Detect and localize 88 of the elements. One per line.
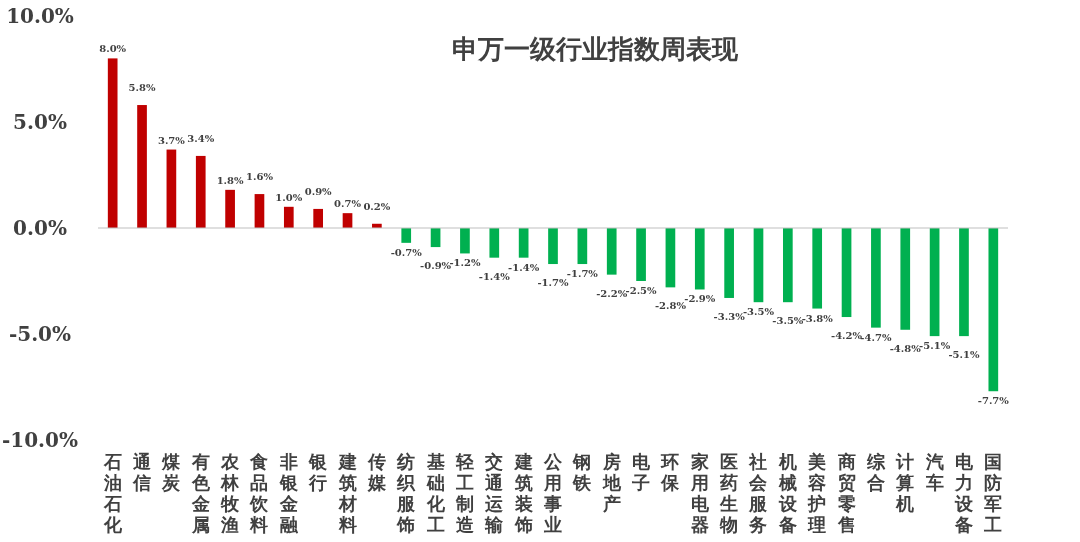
bar xyxy=(489,228,500,258)
bar xyxy=(401,228,412,243)
text: 申万一级行业指数周表现 xyxy=(452,34,739,64)
y-tick-label: 0.0% xyxy=(13,216,67,240)
x-tick-label: 房地产 xyxy=(601,451,622,514)
bar xyxy=(871,228,881,328)
x-tick-label: 综合 xyxy=(865,451,886,493)
x-tick-label: 美容护理 xyxy=(807,451,827,535)
bar xyxy=(841,228,852,318)
x-tick-label: 社会服务 xyxy=(748,451,769,535)
bar xyxy=(606,228,617,275)
x-tick-label: 通信 xyxy=(132,451,152,493)
data-label: 3.7% xyxy=(157,134,186,146)
x-tick-label: 环保 xyxy=(660,451,681,493)
x-tick-label: 纺织服饰 xyxy=(396,451,417,535)
data-label: -5.1% xyxy=(948,349,980,361)
bar xyxy=(694,228,705,290)
data-label: 0.9% xyxy=(304,185,333,197)
data-label: -2.8% xyxy=(654,300,687,312)
data-label: -7.7% xyxy=(977,395,1010,407)
data-label: -0.7% xyxy=(390,246,423,258)
x-tick-label: 电子 xyxy=(631,451,652,493)
x-tick-label: 汽车 xyxy=(924,451,944,493)
data-label: 5.8% xyxy=(128,82,156,94)
bar xyxy=(283,206,294,228)
x-tick-label: 钢铁 xyxy=(572,451,593,493)
bar xyxy=(195,155,206,228)
x-tick-label: 医药生物 xyxy=(719,451,739,535)
x-tick-label: 银行 xyxy=(308,451,329,493)
bar xyxy=(929,228,940,337)
y-tick-label: 5.0% xyxy=(13,110,67,134)
bar xyxy=(724,228,734,298)
bar xyxy=(313,208,324,228)
bar xyxy=(137,105,147,228)
x-tick-label: 国防军工 xyxy=(983,451,1003,535)
x-tick-label: 建筑材料 xyxy=(336,451,357,535)
bar xyxy=(254,194,265,228)
bar xyxy=(783,228,793,303)
bar xyxy=(812,228,823,309)
bar xyxy=(166,149,177,228)
bar xyxy=(518,228,529,258)
bar xyxy=(577,228,588,265)
bar xyxy=(636,228,646,281)
data-label: -1.7% xyxy=(566,268,599,280)
data-label: 8.0% xyxy=(99,43,127,55)
x-tick-label: 公用事业 xyxy=(543,451,563,535)
x-tick-label: 农林牧渔 xyxy=(220,451,241,535)
x-tick-label: 非银金融 xyxy=(278,451,299,535)
x-tick-label: 基础化工 xyxy=(425,451,446,535)
x-tick-label: 食品饮料 xyxy=(249,451,270,535)
bar xyxy=(665,228,676,288)
bar xyxy=(959,228,969,337)
data-label: 3.4% xyxy=(187,132,215,144)
bar xyxy=(548,228,558,265)
bar xyxy=(225,189,235,228)
bar xyxy=(753,228,764,303)
data-label: -1.4% xyxy=(508,261,540,273)
data-label: -1.4% xyxy=(478,270,511,282)
data-label: 0.7% xyxy=(334,198,362,210)
x-tick-label: 电力设备 xyxy=(953,451,974,535)
data-label: 0.2% xyxy=(363,200,391,212)
data-label: 1.6% xyxy=(246,171,274,183)
x-tick-label: 传媒 xyxy=(366,451,387,493)
x-tick-label: 计算机 xyxy=(895,451,915,514)
x-tick-label: 交通运输 xyxy=(484,451,505,535)
bar xyxy=(460,228,470,254)
data-label: -2.2% xyxy=(596,287,628,299)
data-label: -0.9% xyxy=(420,260,452,272)
data-label: -2.9% xyxy=(684,293,716,305)
x-tick-label: 轻工制造 xyxy=(454,451,474,535)
y-tick-label: -10.0% xyxy=(1,428,79,452)
data-label: -1.7% xyxy=(537,277,570,289)
bar xyxy=(107,58,118,228)
data-label: 1.0% xyxy=(275,191,303,203)
bar xyxy=(900,228,911,330)
y-tick-label: 10.0% xyxy=(6,4,74,28)
x-tick-label: 石油石化 xyxy=(102,451,123,535)
data-label: -3.3% xyxy=(713,310,746,322)
bar xyxy=(988,228,999,392)
x-tick-label: 商贸零售 xyxy=(836,451,856,535)
x-tick-label: 建筑装饰 xyxy=(512,451,533,535)
y-tick-label: -5.0% xyxy=(8,322,72,346)
data-label: -3.5% xyxy=(772,315,804,327)
x-tick-label: 有色金属 xyxy=(190,451,211,535)
x-tick-label: 煤炭 xyxy=(161,451,182,493)
x-tick-label: 机械设备 xyxy=(777,451,798,535)
x-tick-label: 家用电器 xyxy=(689,451,710,535)
data-label: 1.8% xyxy=(216,174,245,186)
